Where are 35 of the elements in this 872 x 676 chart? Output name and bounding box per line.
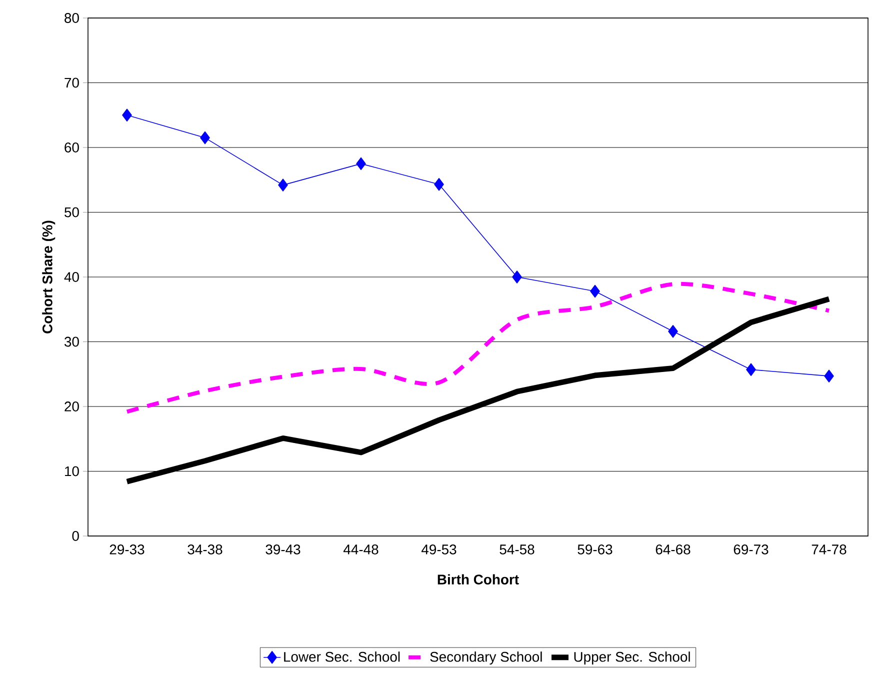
y-tick-label: 70 (64, 78, 79, 88)
x-tick-label: 54-58 (500, 544, 534, 554)
x-tick-label: 49-53 (421, 544, 456, 554)
y-tick-label: 60 (64, 142, 79, 152)
x-tick-label: 44-48 (343, 544, 378, 554)
x-tick-label: 59-63 (578, 544, 612, 554)
line-series (125, 282, 832, 414)
y-tick-label: 80 (64, 13, 79, 23)
point (434, 178, 444, 191)
point (122, 108, 132, 122)
x-axis-title: Birth Cohort (438, 574, 519, 584)
point (278, 178, 288, 192)
point (356, 157, 366, 170)
y-tick-label: 50 (64, 207, 79, 218)
legend-label: Secondary School (430, 652, 542, 665)
y-axis-title: Cohort Share (%) (42, 220, 56, 334)
legend-label: Lower Sec. School (284, 652, 400, 662)
x-tick-label: 39-43 (266, 544, 300, 554)
x-tick-label: 69-73 (734, 544, 768, 554)
y-tick-label: 20 (64, 402, 79, 412)
x-tick-label: 34-38 (188, 544, 222, 554)
point (512, 270, 522, 284)
point (746, 363, 756, 376)
x-tick-label: 64-68 (656, 544, 690, 554)
x-tick-label: 29-33 (110, 544, 144, 554)
point (590, 284, 600, 298)
x-tick-label: 74-78 (812, 544, 846, 554)
y-tick-label: 30 (64, 336, 79, 347)
y-tick-label: 10 (65, 466, 79, 476)
point (668, 324, 678, 338)
y-tick-label: 0 (72, 531, 79, 541)
legend-label: Upper Sec. School (574, 652, 690, 665)
point (824, 370, 834, 382)
point (200, 131, 210, 144)
y-tick-label: 40 (64, 272, 79, 282)
